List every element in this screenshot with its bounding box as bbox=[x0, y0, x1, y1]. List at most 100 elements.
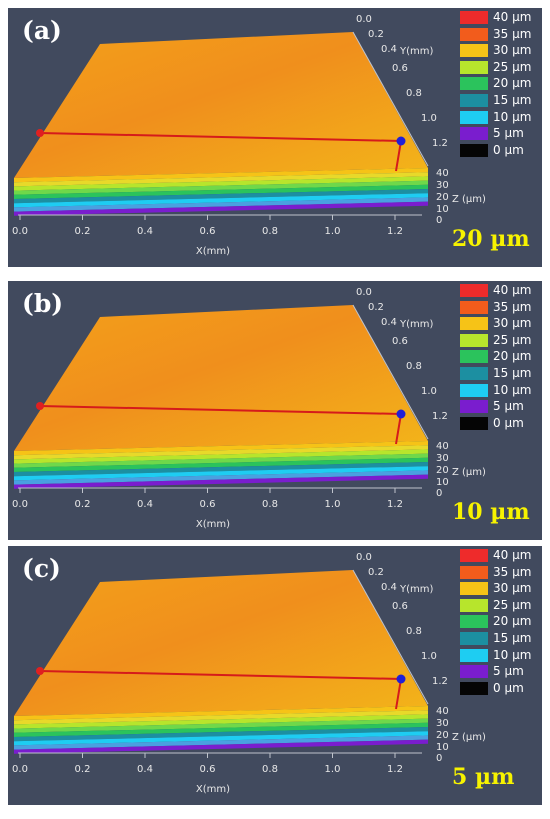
legend-label: 20 µm bbox=[493, 614, 532, 629]
y-tick-label: 1.2 bbox=[432, 138, 448, 149]
panel-b: 0.0 0.2 0.4 0.6 0.8 1.0 1.2 X(mm) 0.0 0.2 0.4 0.6 0.… bbox=[8, 281, 542, 540]
x-tick-label: 0.0 bbox=[12, 499, 28, 510]
x-tick-label: 0.4 bbox=[137, 764, 153, 775]
profile-line bbox=[39, 670, 402, 680]
x-tick-label: 0.8 bbox=[262, 499, 278, 510]
y-tick-label: 0.0 bbox=[356, 552, 372, 563]
profile-drop-line bbox=[395, 413, 402, 445]
y-axis-line bbox=[352, 31, 429, 167]
legend-entry: 35 µm bbox=[457, 565, 542, 580]
x-axis-title: X(mm) bbox=[196, 246, 230, 257]
y-axis-title: Y(mm) bbox=[399, 319, 433, 330]
y-axis-title: Y(mm) bbox=[399, 584, 433, 595]
surface-side-band bbox=[14, 193, 428, 208]
surface-side-band bbox=[14, 474, 428, 489]
profile-drop-line bbox=[395, 140, 402, 172]
z-tick-label: 40 bbox=[436, 441, 449, 452]
legend-entry: 0 µm bbox=[457, 416, 542, 431]
profile-start-marker bbox=[36, 667, 44, 675]
legend-entry: 35 µm bbox=[457, 27, 542, 42]
surface-plot: 0.0 0.2 0.4 0.6 0.8 1.0 1.2 X(mm) 0.0 0.2 0.4 0.6 0.… bbox=[12, 552, 486, 795]
legend-swatch bbox=[460, 615, 488, 629]
legend-swatch bbox=[460, 60, 488, 74]
surface-side-band bbox=[14, 735, 428, 750]
thickness-label: 5 µm bbox=[452, 764, 515, 790]
profile-line bbox=[39, 132, 402, 142]
z-axis-title: Z (µm) bbox=[452, 467, 486, 478]
y-axis-line bbox=[352, 569, 429, 705]
legend-entry: 15 µm bbox=[457, 631, 542, 646]
legend-label: 40 µm bbox=[493, 10, 532, 24]
surface-side-band bbox=[14, 176, 428, 191]
legend-swatch bbox=[460, 27, 488, 41]
x-tick-label: 1.0 bbox=[325, 499, 341, 510]
legend-entry: 15 µm bbox=[457, 93, 542, 108]
y-tick-label: 0.4 bbox=[381, 317, 397, 328]
surface-side-band bbox=[14, 197, 428, 212]
x-tick-label: 0.6 bbox=[200, 764, 216, 775]
surface-side-band bbox=[14, 731, 428, 746]
legend-swatch bbox=[460, 77, 488, 91]
x-tick-label: 1.2 bbox=[387, 226, 403, 237]
legend-swatch bbox=[460, 582, 488, 596]
y-tick-label: 1.2 bbox=[432, 676, 448, 687]
legend-label: 10 µm bbox=[493, 382, 532, 397]
legend-label: 15 µm bbox=[493, 93, 532, 107]
profile-end-marker bbox=[396, 674, 406, 684]
x-tick-label: 1.2 bbox=[387, 499, 403, 510]
legend-entry: 20 µm bbox=[457, 349, 542, 364]
legend-entry: 0 µm bbox=[457, 681, 542, 696]
x-axis-title: X(mm) bbox=[196, 519, 230, 530]
legend-swatch bbox=[460, 94, 488, 107]
legend-entry: 15 µm bbox=[457, 366, 542, 381]
panel-c: 0.0 0.2 0.4 0.6 0.8 1.0 1.2 X(mm) 0.0 0.2 0.4 0.6 0.… bbox=[8, 546, 542, 805]
y-tick-label: 1.2 bbox=[432, 411, 448, 422]
x-tick-label: 0.4 bbox=[137, 226, 153, 237]
legend-label: 40 µm bbox=[493, 548, 532, 562]
panel-label: (a) bbox=[22, 16, 62, 45]
legend-entry: 5 µm bbox=[457, 399, 542, 414]
legend-entry: 10 µm bbox=[457, 383, 542, 398]
legend-swatch bbox=[460, 648, 488, 662]
legend-entry: 30 µm bbox=[457, 581, 542, 596]
surface-side-band bbox=[14, 189, 428, 204]
legend-label: 30 µm bbox=[493, 43, 532, 58]
x-tick-label: 1.0 bbox=[325, 226, 341, 237]
profile-line bbox=[39, 405, 402, 415]
x-tick-label: 0.2 bbox=[75, 764, 91, 775]
surface-plot: 0.0 0.2 0.4 0.6 0.8 1.0 1.2 X(mm) 0.0 0.2 0.4 0.6 0.… bbox=[12, 14, 486, 257]
legend-swatch bbox=[460, 350, 488, 364]
legend-label: 0 µm bbox=[493, 415, 524, 430]
z-tick-label: 30 bbox=[436, 180, 449, 191]
z-tick-label: 30 bbox=[436, 718, 449, 729]
z-tick-label: 0 bbox=[436, 215, 442, 226]
surface-side-band bbox=[14, 727, 428, 742]
legend-entry: 20 µm bbox=[457, 76, 542, 91]
legend-label: 0 µm bbox=[493, 680, 524, 695]
legend-label: 10 µm bbox=[493, 109, 532, 124]
y-axis-title: Y(mm) bbox=[399, 46, 433, 57]
y-tick-label: 0.6 bbox=[392, 336, 408, 347]
surface-side-band bbox=[14, 445, 428, 460]
surface-side-band bbox=[14, 449, 428, 464]
z-tick-label: 40 bbox=[436, 706, 449, 717]
surface-side-band bbox=[14, 466, 428, 481]
panel-label: (b) bbox=[22, 289, 64, 318]
surface-side-band bbox=[14, 470, 428, 485]
legend-swatch bbox=[460, 284, 488, 297]
x-tick-label: 0.8 bbox=[262, 226, 278, 237]
legend-swatch bbox=[460, 632, 488, 645]
legend-label: 5 µm bbox=[493, 126, 524, 141]
legend-label: 35 µm bbox=[493, 299, 532, 314]
surface-side-band bbox=[14, 462, 428, 477]
surface-side-band bbox=[14, 710, 428, 725]
legend-label: 35 µm bbox=[493, 26, 532, 41]
legend-entry: 10 µm bbox=[457, 110, 542, 125]
x-tick-label: 0.8 bbox=[262, 764, 278, 775]
legend-swatch bbox=[460, 565, 488, 579]
z-tick-label: 20 bbox=[436, 730, 449, 741]
legend-swatch bbox=[460, 400, 488, 414]
x-tick-label: 0.2 bbox=[75, 499, 91, 510]
x-tick-label: 0.2 bbox=[75, 226, 91, 237]
x-tick-label: 1.2 bbox=[387, 764, 403, 775]
